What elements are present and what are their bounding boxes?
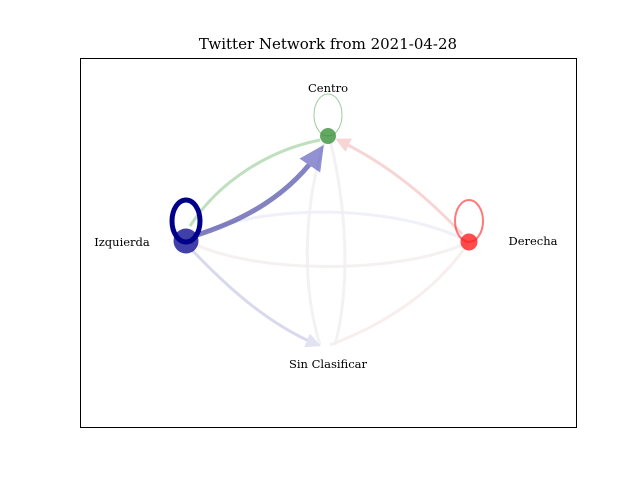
figure-title: Twitter Network from 2021-04-28 [199,35,457,53]
label-izquierda: Izquierda [94,235,150,249]
label-centro: Centro [308,81,348,95]
edge-centro-sin-clasificar [328,139,347,346]
plot-frame [80,58,577,428]
edge-izquierda-derecha [185,210,470,244]
edge-izquierda-centro-green [188,138,321,227]
label-sin-clasificar: Sin Clasificar [289,357,367,371]
node-centro [320,128,336,144]
node-derecha [460,233,478,251]
edge-derecha-sin-clasificar [329,241,471,347]
edge-sin-clasificar-centro [305,139,327,346]
edge-izquierda-centro-blue [193,144,324,239]
edge-izquierda-sin-clasificar [190,248,321,348]
label-derecha: Derecha [508,234,557,248]
node-izquierda [173,228,199,254]
edge-derecha-centro [335,138,464,236]
edge-derecha-izquierda [185,238,470,268]
